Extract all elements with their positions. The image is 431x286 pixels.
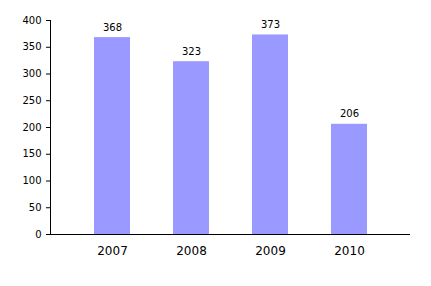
- svg-text:2010: 2010: [334, 244, 365, 258]
- svg-text:100: 100: [22, 175, 41, 186]
- svg-text:2008: 2008: [176, 244, 207, 258]
- svg-text:200: 200: [22, 122, 41, 133]
- svg-text:373: 373: [261, 19, 280, 30]
- svg-text:206: 206: [340, 108, 359, 119]
- svg-text:150: 150: [22, 148, 41, 159]
- svg-text:300: 300: [22, 68, 41, 79]
- svg-text:0: 0: [35, 229, 41, 240]
- svg-text:400: 400: [22, 15, 41, 26]
- svg-text:368: 368: [103, 22, 122, 33]
- svg-text:2009: 2009: [255, 244, 286, 258]
- svg-text:323: 323: [182, 46, 201, 57]
- svg-text:50: 50: [29, 202, 42, 213]
- svg-text:2007: 2007: [97, 244, 128, 258]
- svg-text:350: 350: [22, 41, 41, 52]
- svg-text:250: 250: [22, 95, 41, 106]
